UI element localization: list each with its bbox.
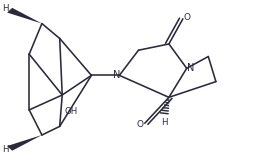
- Text: H: H: [161, 118, 168, 127]
- Text: H: H: [2, 145, 8, 154]
- Polygon shape: [7, 8, 42, 24]
- Text: O: O: [184, 13, 191, 22]
- Text: H: H: [2, 4, 8, 13]
- Text: N: N: [113, 70, 121, 80]
- Text: OH: OH: [65, 107, 78, 116]
- Text: O: O: [136, 120, 143, 129]
- Polygon shape: [7, 135, 42, 151]
- Text: N: N: [187, 62, 194, 73]
